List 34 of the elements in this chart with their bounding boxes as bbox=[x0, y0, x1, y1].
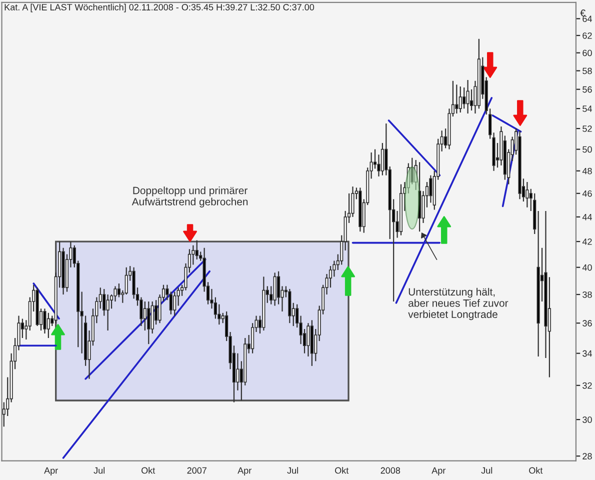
x-tick-label: Apr bbox=[44, 467, 58, 476]
y-tick-label: 40 bbox=[582, 264, 592, 271]
y-tick-label: 38 bbox=[582, 291, 592, 298]
y-tick-label: 48 bbox=[582, 168, 592, 174]
y-tick-label: 62 bbox=[582, 32, 592, 39]
y-tick-label: 56 bbox=[582, 86, 592, 93]
y-tick-label: 52 bbox=[582, 126, 592, 132]
x-tick-label: Jul bbox=[94, 467, 105, 474]
x-tick-label: Okt bbox=[142, 467, 156, 474]
y-tick-label: 42 bbox=[582, 238, 592, 245]
y-tick-label: 54 bbox=[582, 106, 592, 112]
y-tick-label: 44 bbox=[582, 214, 592, 220]
annotation: Doppeltopp und primärer Aufwärtstrend gebrochen bbox=[132, 186, 248, 208]
chart-title: Kat. A [VIE LAST Wöchentlich] 02.11.2008 - O:35.45 H:39.27 L:32.50 C:37.00 bbox=[4, 4, 314, 12]
x-tick-label: Okt bbox=[335, 467, 349, 474]
y-tick-label: 58 bbox=[582, 68, 592, 74]
annotation: Unterstützung hält, aber neues Tief zuvor verbietet Longtrade bbox=[408, 288, 508, 320]
x-tick-label: Okt bbox=[529, 467, 543, 474]
y-tick-label: 46 bbox=[582, 190, 592, 197]
y-tick-label: 36 bbox=[582, 320, 592, 326]
y-tick-label: 50 bbox=[582, 146, 592, 153]
x-tick-label: Jul bbox=[287, 467, 298, 474]
y-tick-label: 60 bbox=[582, 50, 592, 56]
y-tick-label: 32 bbox=[582, 382, 592, 389]
y-tick-label: 34 bbox=[582, 350, 592, 357]
x-tick-label: Jul bbox=[481, 467, 492, 474]
y-tick-label: 64 bbox=[582, 16, 592, 22]
x-tick-label: 2008 bbox=[380, 467, 400, 474]
y-tick-label: 28 bbox=[582, 453, 592, 460]
x-tick-label: 2007 bbox=[187, 467, 206, 474]
x-tick-label: Apr bbox=[432, 467, 446, 476]
y-axis-title: € bbox=[580, 10, 586, 16]
y-tick-label: 30 bbox=[582, 416, 592, 423]
x-tick-label: Apr bbox=[238, 467, 252, 476]
